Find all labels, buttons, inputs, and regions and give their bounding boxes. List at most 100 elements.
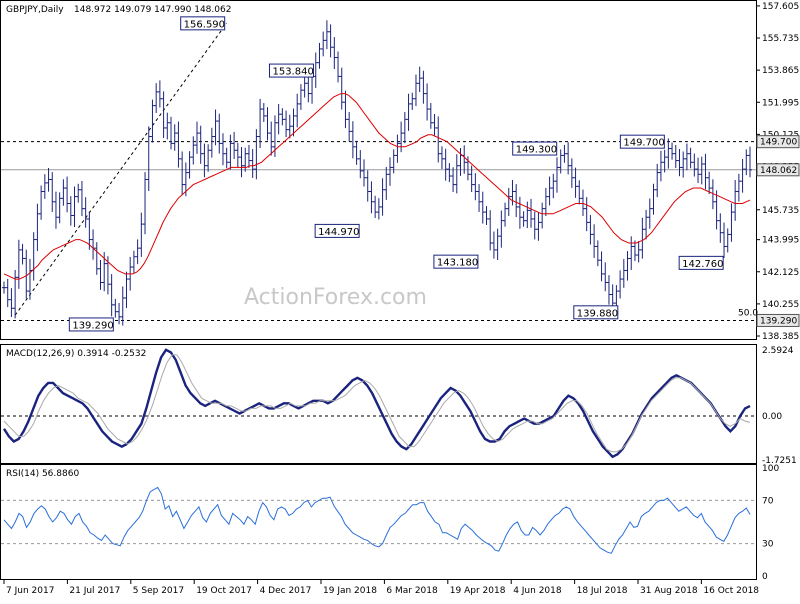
ohlc-bar — [217, 113, 222, 154]
ohlc-bar — [529, 198, 534, 228]
x-tick-label: 4 Dec 2017 — [260, 586, 312, 596]
ohlc-bar — [376, 198, 381, 220]
ohlc-bar — [146, 126, 151, 191]
ohlc-bar — [135, 239, 140, 265]
x-tick-label: 5 Sep 2017 — [133, 586, 184, 596]
ohlc-bar — [176, 121, 181, 168]
ohlc-bar — [625, 251, 630, 281]
ohlc-bar — [599, 251, 604, 282]
ohlc-bar — [143, 172, 148, 235]
ohlc-bar — [477, 184, 482, 212]
ohlc-bar — [373, 195, 378, 219]
ohlc-bar — [287, 114, 292, 139]
ohlc-bar — [577, 180, 582, 205]
ohlc-bar — [410, 92, 415, 110]
ohlc-bar — [220, 133, 225, 166]
ohlc-bar — [172, 124, 177, 151]
ohlc-bar — [380, 178, 385, 216]
ohlc-bar — [425, 83, 430, 121]
y-tick-label: 142.125 — [762, 268, 799, 278]
ohlc-bar — [562, 144, 567, 163]
ohlc-bar — [191, 136, 196, 165]
ohlc-bar — [488, 210, 493, 251]
ohlc-bar — [16, 239, 21, 289]
rsi-tick-label: 70 — [762, 496, 774, 506]
macd-panel: 2.5924 0.00 -1.7251 — [1, 346, 797, 466]
ohlc-bar — [76, 183, 81, 203]
ohlc-bar — [298, 84, 303, 110]
ohlc-bar — [232, 131, 237, 160]
ohlc-bar — [629, 236, 634, 270]
ohlc-bar — [536, 212, 541, 241]
price-panel: 157.605155.735153.865151.995150.125148.2… — [1, 2, 800, 342]
x-tick-label: 21 Jul 2017 — [69, 586, 120, 596]
y-tick-label: 157.605 — [762, 2, 799, 12]
ohlc-bar — [157, 80, 162, 108]
ohlc-bar — [454, 154, 459, 194]
price-tag-box — [756, 135, 800, 149]
ohlc-bar — [647, 198, 652, 229]
ohlc-bar — [68, 196, 73, 226]
ohlc-bar — [662, 149, 667, 173]
ohlc-bar — [506, 187, 511, 217]
ohlc-bar — [324, 20, 329, 50]
ohlc-bar — [83, 197, 88, 228]
ohlc-bar — [39, 185, 44, 220]
ohlc-bar — [744, 149, 749, 176]
x-tick-label: 19 Oct 2017 — [196, 586, 252, 596]
ohlc-bar — [670, 142, 675, 160]
ohlc-bar — [339, 67, 344, 110]
ohlc-bar — [209, 127, 214, 158]
ohlc-bar — [269, 121, 274, 156]
ohlc-bar — [154, 83, 159, 113]
ohlc-bar — [451, 167, 456, 192]
y-tick-label: 151.995 — [762, 98, 799, 108]
ohlc-bar — [733, 179, 738, 221]
ohlc-bar — [5, 278, 10, 308]
ohlc-bar — [684, 143, 689, 171]
moving-average-line — [3, 93, 751, 280]
trend-line — [14, 22, 228, 316]
ohlc-bar — [413, 74, 418, 107]
price-tag-box — [756, 163, 800, 177]
rsi-tick-label: 30 — [762, 540, 774, 550]
ohlc-bar — [688, 147, 693, 169]
x-tick-label: 19 Jan 2018 — [323, 586, 377, 596]
ohlc-bar — [421, 70, 426, 104]
ohlc-bar — [224, 147, 229, 169]
signal-line — [3, 354, 751, 453]
rsi-panel: 100 70 30 0 — [1, 464, 779, 582]
ohlc-bar — [72, 186, 77, 228]
x-tick-label: 19 Apr 2018 — [450, 586, 506, 596]
ohlc-bar — [569, 158, 574, 188]
y-tick-label: 143.995 — [762, 236, 799, 246]
ohlc-bar — [521, 211, 526, 227]
ohlc-bar — [384, 166, 389, 200]
ohlc-bar — [362, 159, 367, 187]
ohlc-bar — [588, 215, 593, 245]
ohlc-bar — [547, 176, 552, 206]
annotation-label: 143.180 — [437, 258, 478, 269]
ohlc-bar — [27, 258, 32, 300]
ohlc-bar — [328, 24, 333, 58]
ohlc-bar — [469, 165, 474, 192]
ohlc-bar — [603, 262, 608, 292]
ohlc-bar — [714, 190, 719, 230]
price-tag-box — [756, 313, 800, 327]
ohlc-bar — [658, 150, 663, 182]
macd-line — [2, 348, 751, 459]
rsi-title: RSI(14) 56.8860 — [6, 469, 79, 479]
ohlc-bar — [350, 121, 355, 159]
ohlc-bar — [443, 148, 448, 181]
macd-tick-label: 0.00 — [762, 412, 782, 422]
price-tag-label: 148.062 — [760, 166, 797, 176]
annotation-box — [433, 254, 479, 269]
ohlc-bar — [748, 146, 752, 178]
ohlc-bar — [113, 298, 118, 318]
ohlc-bar — [105, 256, 110, 295]
x-tick-label: 4 Jun 2018 — [513, 586, 562, 596]
price-header-values: 148.972 149.079 147.990 148.062 — [74, 5, 231, 15]
ohlc-bar — [20, 243, 25, 265]
ohlc-bar — [391, 149, 396, 174]
